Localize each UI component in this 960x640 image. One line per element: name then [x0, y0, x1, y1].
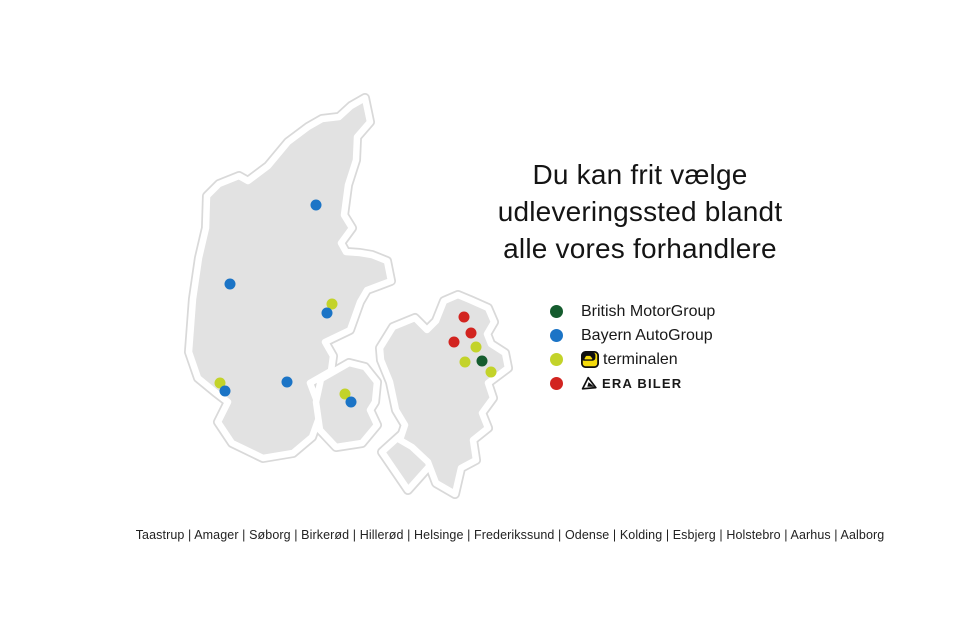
legend-label-era: ERA BILER [602, 376, 683, 391]
legend-item-bayern: Bayern AutoGroup [550, 327, 715, 344]
dealer-dot-terminalen [339, 388, 351, 400]
dealer-dot-terminalen [214, 377, 226, 389]
legend-item-terminalen: terminalen [550, 351, 715, 368]
dealer-dot-era [465, 327, 477, 339]
legend-dot-terminalen [550, 353, 563, 366]
legend: British MotorGroup Bayern AutoGroup termin… [550, 303, 715, 399]
dealer-location-dots [214, 199, 497, 408]
dealer-dot-terminalen [459, 356, 471, 368]
dealer-dot-bayern [281, 376, 293, 388]
legend-item-era: ERA BILER [550, 375, 715, 392]
page-title-line-3: alle vores forhandlere [503, 233, 777, 264]
dealer-dot-era [458, 311, 470, 323]
dealer-dot-bayern [224, 278, 236, 290]
dealer-dot-bayern [310, 199, 322, 211]
dealer-dot-era [448, 336, 460, 348]
legend-item-british: British MotorGroup [550, 303, 715, 320]
page-title: Du kan frit vælge udleveringssted blandt… [459, 156, 821, 267]
terminalen-logo-icon [581, 351, 599, 368]
legend-label-bayern: Bayern AutoGroup [581, 326, 713, 344]
dealer-dot-bayern [219, 385, 231, 397]
dealer-dot-bayern [321, 307, 333, 319]
dealer-dot-bayern [345, 396, 357, 408]
footer-cities: Taastrup | Amager | Søborg | Birkerød | … [135, 528, 885, 542]
dealer-dot-terminalen [485, 366, 497, 378]
legend-label-terminalen: terminalen [603, 350, 678, 368]
dealer-dot-british [476, 355, 488, 367]
dealer-dot-terminalen [326, 298, 338, 310]
page-title-line-2: udleveringssted blandt [497, 196, 783, 227]
legend-dot-british [550, 305, 563, 318]
page-title-line-1: Du kan frit vælge [532, 159, 748, 190]
legend-dot-bayern [550, 329, 563, 342]
legend-label-british: British MotorGroup [581, 302, 716, 320]
dealer-dot-terminalen [470, 341, 482, 353]
legend-dot-era [550, 377, 563, 390]
era-logo-icon [581, 376, 598, 391]
